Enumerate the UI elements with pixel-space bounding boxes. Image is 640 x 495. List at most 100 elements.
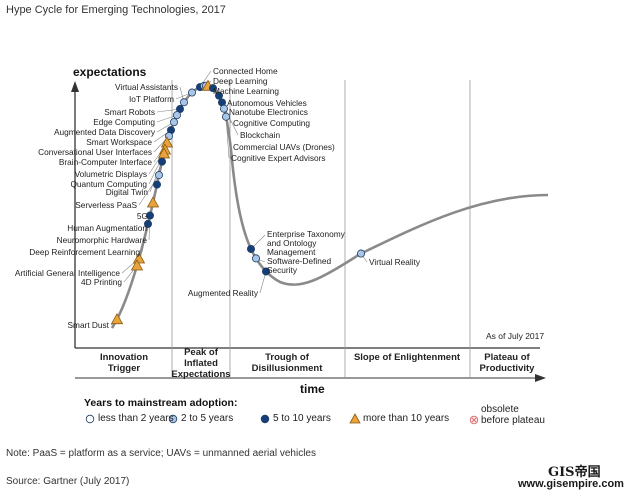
tech-label-cognitive-expert-advisors: Cognitive Expert Advisors [231,153,326,163]
tech-label-volumetric-displays: Volumetric Displays [74,169,147,179]
legend-icon-obsolete-cross [471,417,477,423]
tech-label-5g: 5G [136,211,148,221]
legend-icon-5-to-10 [260,414,270,424]
phase-label-line: Slope of Enlightenment [353,352,461,363]
tech-label-quantum-computing: Quantum Computing [70,179,147,189]
y-axis-label: expectations [73,65,147,79]
leader-cognitive-expert-advisors [225,116,230,159]
tech-label-iot-platform: IoT Platform [128,94,174,104]
leader-deep-reinforcement-learning [141,223,149,253]
tech-label-machine-learning: Machine Learning [213,86,279,96]
tech-label-enterprise-taxonomy-and-ontology-management: Enterprise Taxonomy and Ontology Managemen… [267,230,345,257]
phase-label-line: Peak of [184,347,218,358]
tech-label-smart-robots: Smart Robots [104,107,155,117]
legend-item-label: more than 10 years [363,413,450,424]
legend-icon-less-than-2 [85,414,95,424]
watermark-logo-text: GIS帝国 [548,465,601,480]
source-line: Source: Gartner (July 2017) [6,476,130,487]
tech-label-artificial-general-intelligence: Artificial General Intelligence [14,268,120,278]
phase-label-line: Disillusionment [251,363,323,374]
marker-cognitive-computing [214,91,223,100]
marker-5g [152,180,161,189]
tech-label-augmented-reality: Augmented Reality [187,288,258,298]
marker-serverless-paas [154,171,163,180]
marker-deep-reinforcement-learning [143,219,152,228]
marker-virtual-assistants [179,98,188,107]
marker-4d-printing [130,259,144,271]
tech-label-cognitive-computing: Cognitive Computing [233,118,311,128]
x-axis-label: time [300,382,325,396]
tech-label-line: Software-Defined [267,256,332,266]
legend-icon-2-to-5 [168,414,178,424]
marker-nanotube-electronics [208,84,217,93]
tech-label-blockchain: Blockchain [240,130,281,140]
marker-iot-platform [187,88,196,97]
phase-label-line: Plateau of [484,352,530,363]
phase-label-line: Trough of [265,352,309,363]
leader-neuromorphic-hardware [148,215,151,241]
as-of-date: As of July 2017 [486,331,545,341]
phase-peak: Peak of Inflated Expectations [146,347,256,380]
phase-trigger: Innovation Trigger [69,352,179,374]
marker-commercial-uavs-drones [219,104,228,113]
tech-label-conversational-user-interfaces: Conversational User Interfaces [38,147,152,157]
legend-item-label: less than 2 years [98,413,174,424]
x-axis-arrowhead [535,374,546,382]
marker-digital-twin [157,157,166,166]
tech-label-brain-computer-interface: Brain-Computer Interface [58,157,152,167]
phase-trough: Trough of Disillusionment [232,352,342,374]
chart-title: Hype Cycle for Emerging Technologies, 20… [6,4,226,16]
leader-serverless-paas [138,174,160,206]
legend-icons [85,413,479,425]
tech-label-virtual-assistants: Virtual Assistants [114,82,178,92]
marker-smart-dust [110,312,124,325]
phase-label-line: Productivity [479,363,535,374]
tech-label-smart-dust: Smart Dust [67,320,110,330]
marker-edge-computing [172,111,181,120]
legend-title: Years to mainstream adoption: [84,397,238,409]
phase-label-line: Trigger [107,363,141,374]
tech-label-line: Management [267,247,316,257]
phase-slope: Slope of Enlightenment [352,352,462,363]
watermark-url: www.gisempire.com [518,478,624,490]
legend-item-label: 5 to 10 years [273,413,331,424]
tech-label-line: Security [267,265,297,275]
footnote: Note: PaaS = platform as a service; UAVs… [6,448,316,459]
y-axis-arrowhead [71,81,79,92]
marker-cognitive-expert-advisors [221,112,230,121]
tech-label-neuromorphic-hardware: Neuromorphic Hardware [56,235,147,245]
tech-label-software-defined-security: Software-Defined Security [267,257,331,275]
tech-label-smart-workspace: Smart Workspace [86,137,152,147]
chart-frame [71,80,546,382]
marker-augmented-data-discovery [169,118,178,127]
marker-neuromorphic-hardware [145,211,154,220]
legend-obsolete-label: obsolete [481,404,519,415]
tech-label-line: and Ontology [267,238,317,248]
marker-quantum-computing [157,147,171,159]
tech-label-edge-computing: Edge Computing [93,117,155,127]
tech-label-connected-home: Connected Home [213,66,278,76]
marker-software-defined-security [251,254,260,263]
tech-label-augmented-data-discovery: Augmented Data Discovery [54,127,155,137]
marker-human-augmentation [146,196,160,208]
tech-label-autonomous-vehicles: Autonomous Vehicles [227,98,307,108]
phase-label-line: Expectations [171,369,231,380]
tech-label-nanotube-electronics: Nanotube Electronics [229,107,308,117]
phase-plateau: Plateau of Productivity [452,352,562,374]
tech-label-human-augmentation: Human Augmentation [67,223,147,233]
marker-virtual-reality [357,249,366,258]
legend-obsolete-label: before plateau [481,415,545,426]
phase-label-line: Inflated [184,358,218,369]
tech-label-deep-learning: Deep Learning [213,76,268,86]
tech-label-virtual-reality: Virtual Reality [369,257,421,267]
legend-icon-more-than-10 [349,413,361,424]
tech-label-deep-reinforcement-learning: Deep Reinforcement Learning [29,247,140,257]
phase-label-line: Innovation [99,352,149,363]
tech-label-digital-twin: Digital Twin [105,187,148,197]
tech-label-4d-printing: 4D Printing [80,277,122,287]
marker-augmented-reality [261,267,270,276]
marker-enterprise-taxonomy-and-ontology-management [246,244,255,253]
technology-markers [110,79,366,325]
tech-label-line: Enterprise Taxonomy [267,229,345,239]
